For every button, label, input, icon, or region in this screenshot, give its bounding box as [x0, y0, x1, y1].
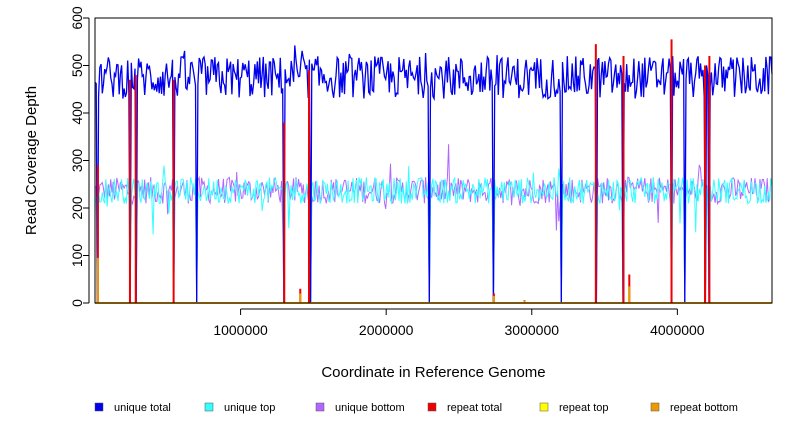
legend-swatch	[427, 402, 437, 412]
y-tick-label: 0	[69, 299, 85, 307]
y-tick-label: 600	[69, 6, 85, 30]
legend-label: unique total	[114, 402, 171, 414]
y-tick-label: 400	[69, 101, 85, 125]
legend-label: unique top	[224, 402, 275, 414]
y-tick-label: 300	[69, 149, 85, 173]
plot-frame	[94, 17, 773, 304]
legend-label: repeat total	[447, 402, 502, 414]
x-tick-label: 2000000	[359, 322, 414, 338]
x-axis: 1000000 2000000 3000000 4000000	[213, 308, 705, 338]
legend-label: repeat bottom	[670, 402, 738, 414]
legend-swatch	[539, 402, 549, 412]
legend-label: unique bottom	[335, 402, 405, 414]
y-tick-label: 200	[69, 196, 85, 220]
legend-label: repeat top	[559, 402, 609, 414]
x-tick-label: 1000000	[213, 322, 268, 338]
legend: unique total unique top unique bottom repea…	[94, 402, 738, 414]
legend-swatch	[94, 402, 104, 412]
legend-swatch	[204, 402, 214, 412]
series-layer	[94, 39, 773, 304]
y-tick-label: 100	[69, 244, 85, 268]
legend-swatch	[315, 402, 325, 412]
series-unique-total	[94, 45, 773, 304]
x-axis-title: Coordinate in Reference Genome	[321, 364, 545, 381]
legend-swatch	[650, 402, 660, 412]
y-axis: 0 100 200 300 400 500 600	[69, 6, 90, 307]
series-unique-top	[94, 165, 773, 304]
x-tick-label: 3000000	[505, 322, 560, 338]
y-tick-label: 500	[69, 54, 85, 78]
y-axis-title: Read Coverage Depth	[23, 86, 40, 235]
x-tick-label: 4000000	[650, 322, 705, 338]
